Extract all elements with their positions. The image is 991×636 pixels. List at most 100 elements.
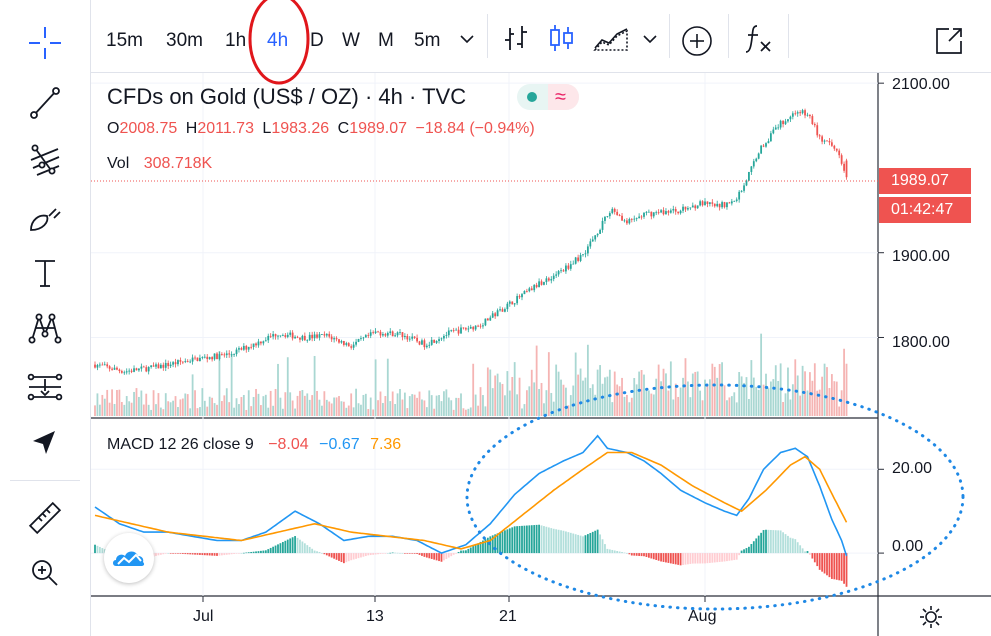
candle-body	[116, 367, 118, 370]
candle-body	[374, 331, 377, 333]
macd-histogram-bar	[189, 553, 192, 555]
timeframe-d[interactable]: D	[310, 30, 324, 51]
volume-bar	[704, 379, 706, 416]
volume-bar	[748, 399, 750, 416]
volume-bar	[255, 388, 257, 416]
volume-bar	[784, 393, 787, 416]
candle-body	[191, 357, 194, 362]
macd-tick-label: 20.00	[892, 460, 933, 477]
macd-histogram-bar	[735, 553, 738, 560]
candle-body	[281, 335, 284, 336]
tradingview-logo[interactable]	[104, 533, 154, 583]
pitchfork-icon[interactable]	[22, 137, 68, 183]
volume-bar	[460, 393, 462, 416]
bar-countdown-label: 01:42:47	[879, 197, 971, 223]
macd-histogram-bar	[533, 525, 536, 554]
volume-bar	[335, 397, 338, 416]
high-value: 2011.73	[197, 120, 254, 137]
volume-bar	[577, 374, 580, 416]
candle-body	[796, 112, 799, 114]
volume-bar	[657, 364, 660, 416]
macd-histogram-bar	[660, 553, 662, 562]
candles-chart-type-icon[interactable]	[547, 22, 577, 54]
crosshair-icon[interactable]	[22, 20, 68, 66]
pattern-icon[interactable]	[22, 305, 68, 351]
macd-histogram-bar	[430, 553, 433, 559]
candle-body	[757, 153, 760, 159]
timeframe-30m[interactable]: 30m	[166, 30, 203, 51]
volume-bar	[711, 363, 714, 416]
annotation-red-ellipse[interactable]	[248, 0, 310, 85]
timeframe-m[interactable]: M	[378, 30, 394, 51]
macd-histogram-bar	[267, 549, 270, 554]
timeframe-w[interactable]: W	[342, 30, 360, 51]
volume-bar	[789, 399, 792, 416]
volume-bar	[247, 390, 250, 416]
volume-bar	[679, 387, 682, 416]
candle-body	[118, 369, 121, 372]
macd-histogram-bar	[455, 553, 458, 554]
candle-body	[601, 220, 604, 230]
candle-body	[120, 371, 123, 373]
prediction-measure-icon[interactable]	[22, 364, 68, 410]
zoom-in-icon[interactable]	[22, 550, 68, 596]
timeframe-4h[interactable]: 4h	[267, 30, 289, 51]
volume-bar	[423, 400, 426, 416]
volume-bar	[303, 395, 306, 416]
volume-bar	[235, 398, 238, 416]
text-icon[interactable]	[22, 250, 68, 296]
macd-histogram-bar	[816, 553, 819, 567]
macd-histogram-bar	[779, 530, 782, 554]
candle-body	[169, 364, 172, 367]
candle-body	[167, 362, 170, 367]
market-status-badge[interactable]: ≈	[517, 84, 579, 110]
timeframe-15m[interactable]: 15m	[106, 30, 143, 51]
toolbar-divider	[669, 14, 670, 58]
chart-type-chevron-down-icon[interactable]	[642, 33, 658, 45]
macd-histogram-bar	[769, 529, 772, 554]
macd-histogram-bar	[260, 550, 262, 554]
candle-body	[547, 278, 550, 281]
candle-body	[284, 335, 287, 337]
fullscreen-open-icon[interactable]	[933, 25, 965, 57]
volume-legend[interactable]: Vol 308.718K	[107, 155, 212, 173]
volume-bar	[408, 396, 411, 416]
timeframe-5m[interactable]: 5m	[414, 30, 441, 51]
indicators-fx-icon[interactable]	[743, 22, 775, 56]
bars-chart-type-icon[interactable]	[501, 24, 531, 54]
macd-histogram-bar	[333, 553, 336, 559]
compare-add-symbol-icon[interactable]	[681, 25, 713, 57]
volume-bar	[403, 392, 406, 416]
candle-body	[652, 212, 655, 217]
volume-bar	[628, 402, 631, 416]
macd-histogram-bar	[364, 553, 367, 557]
volume-bar	[682, 377, 684, 416]
volume-bar	[733, 392, 736, 416]
cursor-arrow-icon[interactable]	[22, 420, 68, 466]
ruler-icon[interactable]	[22, 495, 68, 541]
macd-histogram-bar	[716, 553, 719, 563]
timeframe-chevron-down-icon[interactable]	[459, 33, 475, 45]
macd-legend[interactable]: MACD 12 26 close 9 −8.04 −0.67 7.36	[107, 436, 401, 454]
candle-body	[203, 356, 206, 358]
settings-gear-icon[interactable]	[918, 604, 944, 630]
volume-bar	[601, 383, 604, 416]
brush-icon[interactable]	[22, 195, 68, 241]
trend-line-icon[interactable]	[22, 80, 68, 126]
candle-body	[628, 219, 631, 224]
candle-body	[396, 332, 399, 336]
candle-body	[528, 288, 531, 292]
volume-bar	[606, 376, 609, 416]
volume-bar	[96, 393, 99, 416]
candle-body	[743, 185, 745, 191]
macd-histogram-bar	[296, 537, 299, 554]
area-chart-type-icon[interactable]	[593, 26, 629, 52]
macd-histogram-bar	[582, 536, 584, 554]
candle-body	[523, 290, 526, 295]
annotation-dotted-ellipse[interactable]	[465, 383, 965, 611]
timeframe-1h[interactable]: 1h	[225, 30, 247, 51]
candle-body	[216, 353, 218, 360]
candle-body	[128, 370, 131, 372]
symbol-legend-title[interactable]: CFDs on Gold (US$ / OZ) · 4h · TVC	[107, 84, 466, 110]
